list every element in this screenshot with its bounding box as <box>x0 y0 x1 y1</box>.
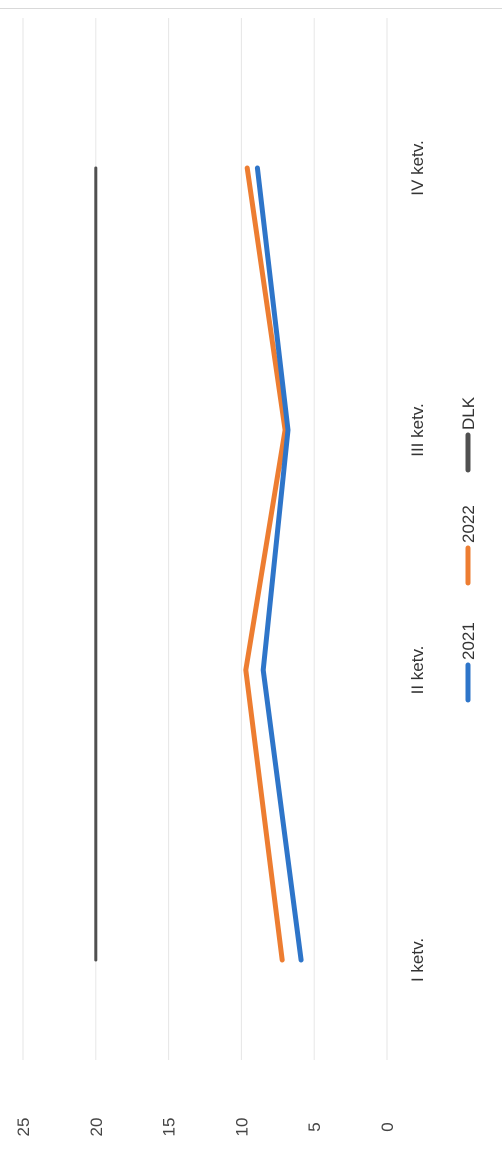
x-axis-categories: I ketv. II ketv. III ketv. IV ketv. <box>408 140 427 982</box>
chart-top-border <box>0 8 502 9</box>
series-lines <box>94 165 304 963</box>
x-category-label: I ketv. <box>408 938 427 982</box>
series-line-2022 <box>243 165 288 963</box>
x-category-label: II ketv. <box>408 646 427 695</box>
series-line-2021 <box>254 165 304 963</box>
y-tick-label: 10 <box>232 1118 251 1137</box>
y-axis-ticks: 0 5 10 15 20 25 <box>14 1118 397 1137</box>
y-tick-label: 25 <box>14 1118 33 1137</box>
y-tick-label: 20 <box>87 1118 106 1137</box>
legend: 2021 2022 DLK <box>459 396 478 703</box>
legend-label-2022: 2022 <box>459 505 478 543</box>
x-category-label: IV ketv. <box>408 140 427 195</box>
legend-label-2021: 2021 <box>459 622 478 660</box>
y-tick-label: 5 <box>305 1122 324 1131</box>
legend-label-dlk: DLK <box>459 396 478 430</box>
x-category-label: III ketv. <box>408 403 427 457</box>
y-tick-label: 0 <box>378 1122 397 1131</box>
y-tick-label: 15 <box>160 1118 179 1137</box>
grid-lines <box>22 18 388 1060</box>
